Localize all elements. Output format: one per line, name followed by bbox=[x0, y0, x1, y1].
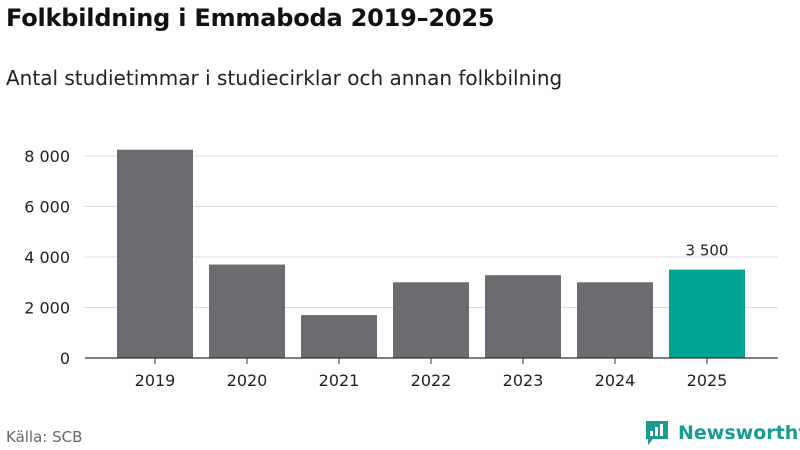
bar-2023 bbox=[485, 275, 561, 358]
y-tick-label: 4 000 bbox=[24, 248, 70, 267]
source-note: Källa: SCB bbox=[6, 428, 83, 446]
x-tick-label: 2019 bbox=[135, 371, 176, 390]
y-tick-label: 6 000 bbox=[24, 198, 70, 217]
newsworthy-logo-icon bbox=[646, 421, 668, 445]
x-tick-label: 2025 bbox=[687, 371, 728, 390]
bar-2021 bbox=[301, 315, 377, 358]
y-tick-label: 0 bbox=[60, 349, 70, 368]
bar-2025 bbox=[669, 269, 745, 358]
x-tick-label: 2020 bbox=[227, 371, 268, 390]
y-tick-label: 8 000 bbox=[24, 147, 70, 166]
chart-title: Folkbildning i Emmaboda 2019–2025 bbox=[6, 4, 495, 32]
brand-name: Newsworthy bbox=[678, 422, 800, 444]
x-tick-label: 2023 bbox=[503, 371, 544, 390]
y-tick-label: 2 000 bbox=[24, 299, 70, 318]
bar-2020 bbox=[209, 264, 285, 358]
value-label: 3 500 bbox=[686, 242, 729, 260]
x-tick-label: 2021 bbox=[319, 371, 360, 390]
x-tick-label: 2022 bbox=[411, 371, 452, 390]
x-tick-label: 2024 bbox=[595, 371, 636, 390]
bar-2022 bbox=[393, 282, 469, 358]
newsworthy-brand: Newsworthy bbox=[644, 419, 800, 447]
chart-subtitle: Antal studietimmar i studiecirklar och a… bbox=[6, 66, 563, 90]
bar-2019 bbox=[117, 149, 193, 358]
bar-2024 bbox=[577, 282, 653, 358]
